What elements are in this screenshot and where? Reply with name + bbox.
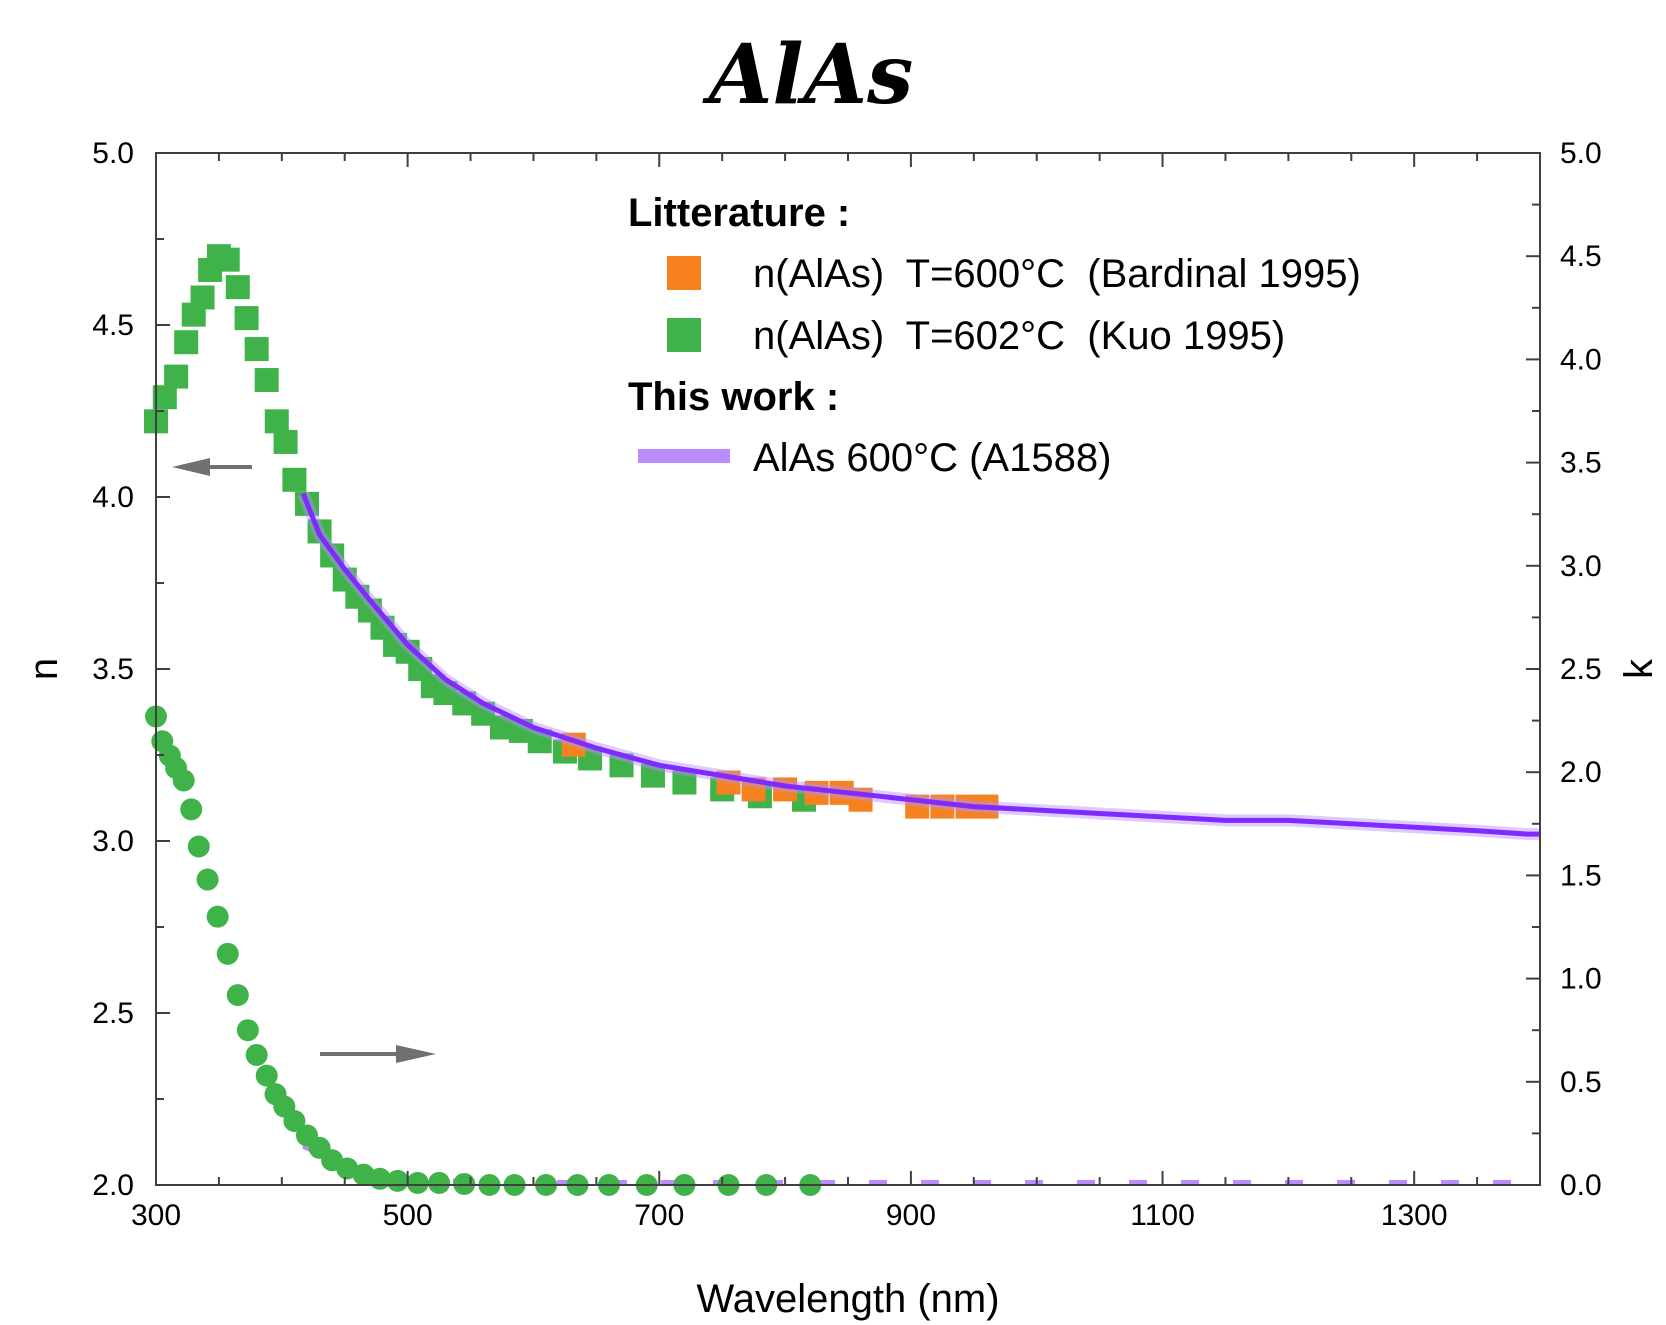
kuo-k-point: [386, 1169, 409, 1192]
kuo-k-point: [196, 868, 219, 891]
kuo-n-point: [174, 330, 199, 355]
y-left-tick-label: 4.0: [92, 481, 134, 514]
kuo-k-point: [226, 984, 249, 1007]
x-tick-label: 1300: [1381, 1199, 1448, 1232]
kuo-k-point: [428, 1171, 451, 1194]
kuo-k-point: [236, 1019, 259, 1042]
y-left-tick-label: 4.5: [92, 309, 134, 342]
kuo-n-point: [254, 368, 279, 393]
legend-marker-kuo: [667, 318, 701, 352]
kuo-n-point: [234, 306, 259, 331]
y-right-tick-label: 1.5: [1560, 859, 1602, 892]
legend-marker-bardinal: [667, 256, 701, 290]
arrow-to-k-axis: [320, 1045, 436, 1063]
y-right-tick-label: 0.0: [1560, 1169, 1602, 1202]
x-tick-label: 700: [634, 1199, 684, 1232]
legend-group-thiswork-title: This work :: [628, 375, 839, 419]
y-left-tick-label: 5.0: [92, 137, 134, 170]
y-left-tick-label: 2.0: [92, 1169, 134, 1202]
bardinal-n-point: [804, 780, 829, 805]
y-right-tick-label: 4.0: [1560, 343, 1602, 376]
legend-label-thiswork: AlAs 600°C (A1588): [753, 436, 1111, 480]
kuo-n-point: [672, 770, 697, 795]
kuo-n-point: [244, 337, 269, 362]
thiswork-n-line: [300, 492, 1540, 837]
x-axis-title: Wavelength (nm): [696, 1277, 999, 1321]
legend-marker-thiswork: [638, 449, 730, 463]
plot-area: 300 500 700 900 1100 1300 2.0 2.5 3.0 3.5 4.0 4.5 5.…: [92, 137, 1601, 1232]
kuo-n-point: [282, 467, 307, 492]
kuo-k-point: [255, 1064, 278, 1087]
kuo-n-point: [215, 247, 240, 272]
x-tick-label: 500: [383, 1199, 433, 1232]
legend-label-bardinal: n(AlAs) T=600°C (Bardinal 1995): [753, 252, 1361, 296]
kuo-n-point: [273, 429, 298, 454]
kuo-k-point: [453, 1172, 476, 1195]
kuo-k-point: [180, 798, 203, 821]
y-right-tick-label: 0.5: [1560, 1066, 1602, 1099]
y-right-tick-label: 2.5: [1560, 653, 1602, 686]
x-tick-label: 300: [131, 1199, 181, 1232]
y-left-tick-label: 3.5: [92, 653, 134, 686]
y-left-tick-label: 2.5: [92, 997, 134, 1030]
kuo-k-point: [216, 942, 239, 965]
y-right-tick-label: 5.0: [1560, 137, 1602, 170]
kuo-k-point: [245, 1043, 268, 1066]
y-right-tick-label: 4.5: [1560, 240, 1602, 273]
x-tick-label: 900: [886, 1199, 936, 1232]
thiswork-n-line-halo: [297, 491, 1540, 841]
kuo-k-point: [187, 835, 210, 858]
kuo-k-point: [206, 905, 229, 928]
bardinal-n-point: [930, 794, 955, 819]
kuo-n-point: [225, 275, 250, 300]
plot-frame: [155, 152, 1541, 1186]
y-right-axis-title: k: [1617, 658, 1661, 679]
ticks-layer: 300 500 700 900 1100 1300 2.0 2.5 3.0 3.5 4.0 4.5 5.…: [92, 137, 1601, 1232]
y-right-tick-label: 1.0: [1560, 963, 1602, 996]
kuo-n-point: [164, 364, 189, 389]
y-left-axis-title: n: [22, 658, 66, 680]
y-left-tick-label: 3.0: [92, 825, 134, 858]
legend: Litterature : n(AlAs) T=600°C (Bardinal …: [628, 191, 1361, 480]
legend-group-literature-title: Litterature :: [628, 191, 850, 235]
legend-label-kuo: n(AlAs) T=602°C (Kuo 1995): [753, 314, 1285, 358]
y-right-tick-label: 2.0: [1560, 756, 1602, 789]
kuo-n-point: [190, 285, 215, 310]
kuo-k-point: [283, 1110, 306, 1133]
kuo-k-point: [406, 1171, 429, 1194]
arrow-to-n-axis: [172, 458, 252, 476]
y-right-tick-label: 3.0: [1560, 550, 1602, 583]
x-tick-label: 1100: [1130, 1199, 1195, 1232]
kuo-k-point: [172, 769, 195, 792]
bardinal-n-point: [773, 777, 798, 802]
chart-title: AlAs: [702, 27, 914, 123]
kuo-n-point: [264, 409, 289, 434]
series-layer: [144, 244, 1540, 1196]
y-right-tick-label: 3.5: [1560, 447, 1602, 480]
